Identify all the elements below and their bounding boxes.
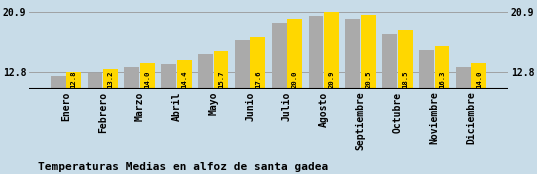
Bar bbox=[419, 50, 434, 89]
Text: 17.6: 17.6 bbox=[255, 70, 261, 88]
Text: 13.2: 13.2 bbox=[107, 70, 113, 88]
Bar bbox=[66, 72, 81, 89]
Bar bbox=[272, 23, 287, 89]
Bar bbox=[434, 46, 449, 89]
Bar bbox=[88, 73, 103, 89]
Bar bbox=[471, 63, 486, 89]
Text: Temperaturas Medias en alfoz de santa gadea: Temperaturas Medias en alfoz de santa ga… bbox=[38, 162, 328, 172]
Bar bbox=[250, 37, 265, 89]
Text: 12.8: 12.8 bbox=[71, 70, 77, 88]
Bar bbox=[382, 34, 397, 89]
Bar bbox=[398, 30, 412, 89]
Text: 20.0: 20.0 bbox=[292, 70, 297, 88]
Bar bbox=[125, 67, 139, 89]
Text: 16.3: 16.3 bbox=[439, 70, 445, 88]
Bar bbox=[198, 54, 213, 89]
Bar bbox=[456, 67, 471, 89]
Bar bbox=[235, 40, 250, 89]
Bar bbox=[345, 19, 360, 89]
Text: 18.5: 18.5 bbox=[402, 70, 408, 88]
Bar bbox=[309, 16, 323, 89]
Bar bbox=[214, 51, 228, 89]
Text: 20.9: 20.9 bbox=[329, 70, 335, 88]
Bar bbox=[103, 69, 118, 89]
Bar bbox=[361, 15, 376, 89]
Text: 20.5: 20.5 bbox=[365, 70, 371, 88]
Bar bbox=[287, 19, 302, 89]
Bar bbox=[140, 63, 155, 89]
Text: 14.0: 14.0 bbox=[144, 70, 150, 88]
Bar bbox=[177, 60, 192, 89]
Bar bbox=[324, 12, 339, 89]
Bar bbox=[51, 76, 66, 89]
Bar bbox=[161, 64, 176, 89]
Text: 15.7: 15.7 bbox=[218, 70, 224, 88]
Text: 14.0: 14.0 bbox=[476, 70, 482, 88]
Text: 14.4: 14.4 bbox=[181, 70, 187, 88]
